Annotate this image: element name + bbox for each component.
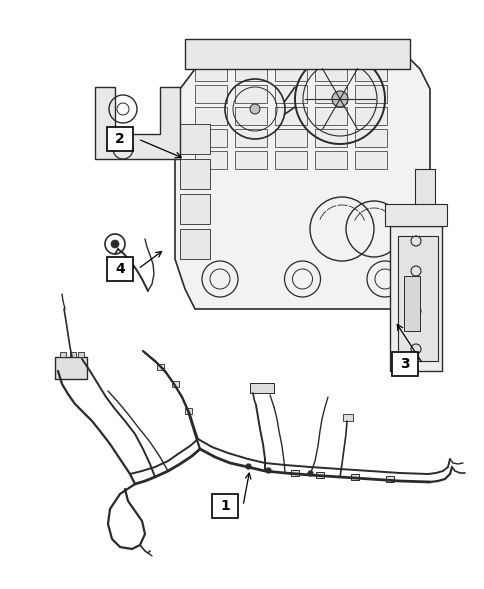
Bar <box>235 63 267 81</box>
Bar <box>403 276 419 331</box>
Bar <box>55 357 87 379</box>
Bar <box>350 474 358 480</box>
Bar <box>195 129 227 147</box>
Bar <box>354 41 386 59</box>
Bar <box>235 107 267 125</box>
Bar <box>274 151 306 169</box>
FancyBboxPatch shape <box>212 494 238 518</box>
Bar <box>180 124 210 154</box>
Polygon shape <box>95 87 180 159</box>
Bar <box>184 39 409 69</box>
Text: 4: 4 <box>115 262 124 276</box>
Bar <box>70 352 76 357</box>
Bar <box>384 204 446 226</box>
Circle shape <box>111 240 119 248</box>
Bar <box>274 85 306 103</box>
Bar <box>60 352 66 357</box>
Bar <box>195 85 227 103</box>
Bar <box>314 107 346 125</box>
Circle shape <box>249 104 259 114</box>
Bar <box>195 63 227 81</box>
Bar <box>314 151 346 169</box>
Bar <box>316 472 323 478</box>
Bar <box>180 229 210 259</box>
Bar <box>274 63 306 81</box>
Bar <box>274 129 306 147</box>
Bar <box>78 352 84 357</box>
FancyBboxPatch shape <box>107 127 133 151</box>
Bar <box>397 236 437 361</box>
Bar <box>172 381 179 387</box>
Bar <box>354 151 386 169</box>
Bar <box>274 107 306 125</box>
Bar <box>157 364 164 370</box>
FancyBboxPatch shape <box>391 352 417 376</box>
Bar <box>184 408 192 414</box>
Bar <box>389 226 441 371</box>
Circle shape <box>332 91 348 107</box>
Bar <box>235 151 267 169</box>
Bar <box>195 151 227 169</box>
Text: 3: 3 <box>399 357 409 371</box>
Bar <box>180 194 210 224</box>
Bar <box>195 41 227 59</box>
FancyBboxPatch shape <box>107 257 133 281</box>
Bar <box>354 85 386 103</box>
Bar <box>274 41 306 59</box>
Polygon shape <box>175 49 429 309</box>
Bar <box>314 41 346 59</box>
Bar <box>235 85 267 103</box>
Bar <box>354 63 386 81</box>
Bar <box>354 129 386 147</box>
Bar <box>235 41 267 59</box>
Bar <box>314 129 346 147</box>
Bar <box>342 414 352 421</box>
Bar <box>249 383 273 393</box>
Bar <box>385 476 393 482</box>
Bar <box>314 63 346 81</box>
Text: 1: 1 <box>220 499 229 513</box>
Bar <box>235 129 267 147</box>
Text: 2: 2 <box>115 132 124 146</box>
Bar <box>195 107 227 125</box>
Bar <box>414 169 434 269</box>
Bar <box>290 470 298 476</box>
Bar <box>354 107 386 125</box>
Bar <box>314 85 346 103</box>
Bar <box>180 159 210 189</box>
